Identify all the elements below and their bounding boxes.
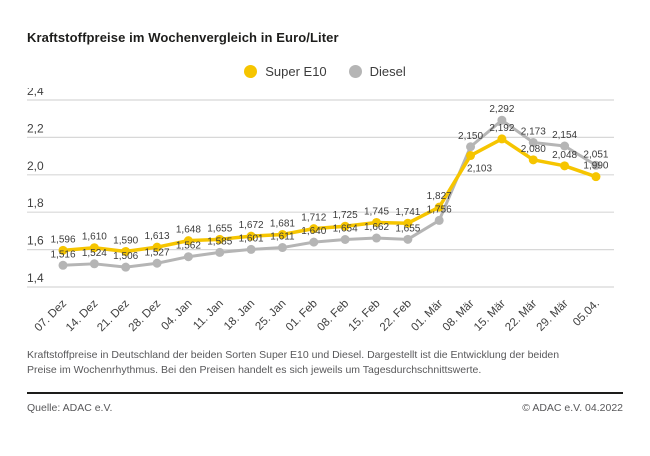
svg-text:25. Jan: 25. Jan — [253, 298, 288, 333]
svg-text:1,681: 1,681 — [270, 218, 295, 229]
svg-text:07. Dez: 07. Dez — [33, 297, 70, 334]
svg-text:2,192: 2,192 — [489, 123, 514, 134]
svg-text:08. Mär: 08. Mär — [441, 298, 477, 334]
svg-text:01. Mär: 01. Mär — [409, 298, 445, 334]
svg-text:1,611: 1,611 — [270, 232, 295, 243]
svg-text:1,672: 1,672 — [239, 220, 264, 231]
svg-text:1,741: 1,741 — [395, 207, 420, 218]
svg-text:1,654: 1,654 — [333, 224, 358, 235]
svg-text:29. Mär: 29. Mär — [535, 298, 571, 334]
svg-text:1,655: 1,655 — [395, 223, 420, 234]
svg-text:2,0: 2,0 — [27, 159, 44, 173]
svg-text:1,662: 1,662 — [364, 222, 389, 233]
svg-text:2,048: 2,048 — [552, 150, 577, 161]
legend-item-super-e10: Super E10 — [244, 64, 327, 79]
svg-text:2,4: 2,4 — [27, 88, 44, 98]
svg-text:1,648: 1,648 — [176, 225, 201, 236]
legend-label-super-e10: Super E10 — [265, 64, 327, 79]
svg-text:11. Jan: 11. Jan — [191, 298, 226, 333]
source-text: Quelle: ADAC e.V. — [27, 402, 113, 414]
svg-text:1,596: 1,596 — [50, 234, 75, 245]
svg-text:1,640: 1,640 — [301, 226, 326, 237]
svg-text:1,745: 1,745 — [364, 206, 389, 217]
svg-text:1,990: 1,990 — [583, 161, 608, 172]
svg-text:18. Jan: 18. Jan — [222, 298, 257, 333]
svg-text:1,712: 1,712 — [301, 213, 326, 224]
svg-text:1,585: 1,585 — [207, 236, 232, 247]
svg-text:1,827: 1,827 — [427, 191, 452, 202]
chart-description: Kraftstoffpreise in Deutschland der beid… — [27, 349, 560, 377]
svg-text:1,590: 1,590 — [113, 235, 138, 246]
chart-legend: Super E10 Diesel — [0, 64, 650, 79]
svg-text:1,524: 1,524 — [82, 248, 107, 259]
svg-text:2,173: 2,173 — [521, 126, 546, 137]
svg-text:21. Dez: 21. Dez — [95, 297, 132, 334]
legend-label-diesel: Diesel — [369, 64, 406, 79]
svg-text:15. Mär: 15. Mär — [472, 298, 508, 334]
copyright-text: © ADAC e.V. 04.2022 — [522, 402, 623, 414]
svg-text:2,292: 2,292 — [489, 104, 514, 115]
svg-text:1,516: 1,516 — [50, 249, 75, 260]
svg-text:1,6: 1,6 — [27, 234, 44, 248]
footer-divider — [27, 392, 623, 394]
legend-dot-super-e10-icon — [244, 65, 258, 78]
svg-text:14. Dez: 14. Dez — [64, 297, 101, 334]
svg-text:2,103: 2,103 — [467, 164, 492, 175]
svg-text:2,2: 2,2 — [27, 121, 44, 135]
chart-title: Kraftstoffpreise im Wochenvergleich in E… — [27, 30, 339, 45]
svg-text:2,051: 2,051 — [583, 149, 608, 160]
svg-text:01. Feb: 01. Feb — [284, 298, 320, 334]
svg-text:15. Feb: 15. Feb — [347, 298, 383, 334]
svg-text:1,527: 1,527 — [145, 247, 170, 258]
svg-text:1,655: 1,655 — [207, 223, 232, 234]
svg-text:22. Feb: 22. Feb — [378, 298, 414, 334]
svg-text:1,756: 1,756 — [427, 204, 452, 215]
svg-text:2,080: 2,080 — [521, 144, 546, 155]
footer-source-row: Quelle: ADAC e.V. © ADAC e.V. 04.2022 — [27, 402, 623, 414]
svg-text:1,613: 1,613 — [145, 231, 170, 242]
svg-text:04. Jan: 04. Jan — [159, 298, 194, 333]
svg-text:1,725: 1,725 — [333, 210, 358, 221]
svg-text:2,150: 2,150 — [458, 131, 483, 142]
svg-text:1,562: 1,562 — [176, 241, 201, 252]
svg-text:28. Dez: 28. Dez — [127, 297, 164, 334]
svg-text:1,601: 1,601 — [239, 233, 264, 244]
svg-text:2,154: 2,154 — [552, 130, 577, 141]
svg-text:22. Mär: 22. Mär — [503, 298, 539, 334]
svg-text:1,506: 1,506 — [113, 251, 138, 262]
svg-text:08. Feb: 08. Feb — [315, 298, 351, 334]
svg-text:1,610: 1,610 — [82, 232, 107, 243]
svg-text:1,8: 1,8 — [27, 196, 44, 210]
svg-text:1,4: 1,4 — [27, 271, 44, 285]
legend-item-diesel: Diesel — [348, 64, 406, 79]
svg-text:05.04.: 05.04. — [571, 298, 602, 329]
legend-dot-diesel-icon — [348, 65, 362, 78]
